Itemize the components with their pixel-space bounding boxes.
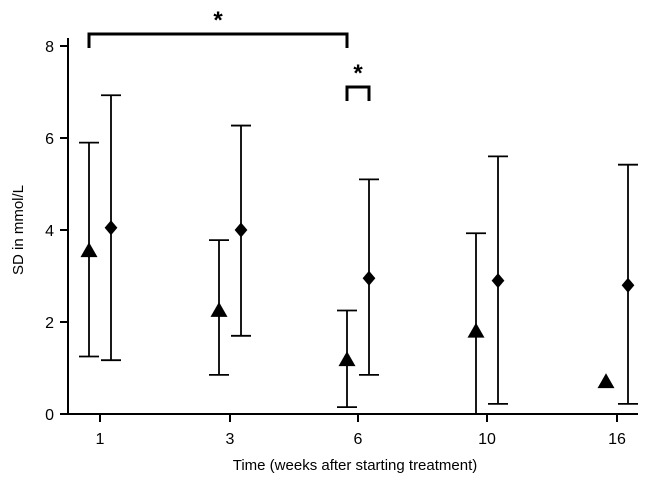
y-tick-label: 8 xyxy=(45,39,54,56)
error-bars xyxy=(79,94,638,415)
x-tick-label: 6 xyxy=(354,431,363,448)
y-tick-label: 6 xyxy=(45,131,54,148)
significance-bracket: * xyxy=(87,7,349,48)
x-axis-title: Time (weeks after starting treatment) xyxy=(233,457,478,474)
y-tick-label: 2 xyxy=(45,315,54,332)
annotations: ** xyxy=(87,7,371,101)
triangle-marker xyxy=(210,302,228,317)
triangle-marker xyxy=(467,322,485,338)
significance-label: * xyxy=(353,60,363,87)
triangle-marker xyxy=(80,242,98,258)
x-tick-label: 3 xyxy=(226,431,235,448)
y-tick-label: 4 xyxy=(45,223,54,240)
diamond-marker xyxy=(621,277,635,293)
triangle-marker xyxy=(597,373,615,389)
diamond-marker xyxy=(234,222,248,238)
diamond-marker xyxy=(104,220,118,236)
x-ticks: 1 3 6 10 16 xyxy=(96,414,626,448)
x-tick-label: 1 xyxy=(96,431,105,448)
x-tick-label: 16 xyxy=(608,431,626,448)
diamond-marker xyxy=(362,270,376,286)
markers xyxy=(80,220,635,389)
significance-bracket: * xyxy=(345,60,371,101)
axes xyxy=(67,38,638,415)
x-tick-label: 10 xyxy=(478,431,496,448)
diamond-marker xyxy=(491,273,505,289)
triangle-marker xyxy=(338,351,356,367)
y-axis-title: SD in mmol/L xyxy=(10,185,27,275)
y-ticks: 0 2 4 6 8 xyxy=(45,39,68,424)
y-tick-label: 0 xyxy=(45,407,54,424)
significance-label: * xyxy=(213,7,223,34)
